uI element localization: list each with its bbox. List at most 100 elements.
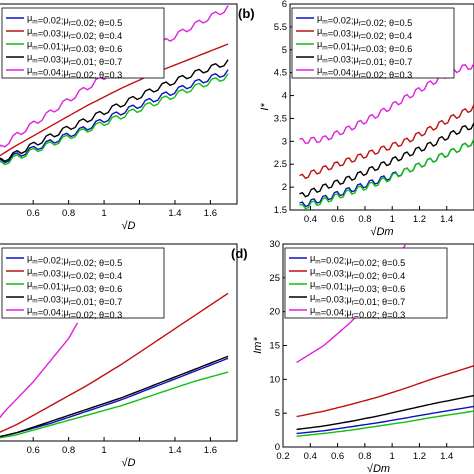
- y-tick-label: 20: [269, 307, 280, 318]
- x-tick-label: 0.2: [276, 451, 289, 462]
- x-axis-label: √D: [122, 457, 136, 469]
- series-line: [299, 138, 474, 210]
- series-line: [0, 43, 229, 157]
- series-line: [296, 410, 474, 437]
- plot-frame: [289, 3, 474, 211]
- legend-entry-label: μm=0.03;μf=0.01; θ=0.7: [317, 52, 412, 67]
- plot-frame: [0, 3, 238, 205]
- legend-entry-label: μm=0.02;μf=0.02; θ=0.5: [27, 253, 122, 268]
- x-tick-label: 0.8: [358, 214, 371, 225]
- y-tick-label: 3: [282, 136, 287, 147]
- chart-panel: 0.6 0.8 1 1.4 1.6√Dμm=0.02;μf=0.02; θ=0.5μm=…: [0, 243, 238, 469]
- legend: μm=0.02;μf=0.02; θ=0.5μm=0.03;μf=0.02; θ…: [1, 7, 165, 80]
- x-tick-label: 1.6: [204, 208, 217, 219]
- x-tick-label: 1.2: [413, 451, 426, 462]
- y-tick-label: 10: [269, 374, 280, 385]
- x-tick-label: 0.4: [304, 451, 317, 462]
- y-tick-label: 2.5: [274, 159, 287, 170]
- legend: μm=0.02;μf=0.02; θ=0.5μm=0.03;μf=0.02; θ…: [291, 7, 455, 80]
- chart-panel: 0.2 0.4 0.6 0.8 1 1.2 1.4 0 5 10 15 20 25 30 √Dm Im* (d)…: [231, 239, 474, 474]
- legend-entry-label: μm=0.01;μf=0.03; θ=0.6: [310, 279, 405, 294]
- y-tick-label: 4: [282, 91, 287, 102]
- x-tick-label: 1.6: [204, 445, 217, 456]
- legend-entry-label: μm=0.03;μf=0.01; θ=0.7: [27, 292, 122, 307]
- x-tick-label: 0.6: [331, 214, 344, 225]
- x-tick-label: 1: [101, 208, 106, 219]
- legend-entry-label: μm=0.01;μf=0.03; θ=0.6: [317, 39, 412, 54]
- y-axis-label: Im*: [252, 337, 264, 354]
- legend-entry-label: μm=0.01;μf=0.03; θ=0.6: [27, 39, 122, 54]
- legend-entry-label: μm=0.03;μf=0.01; θ=0.7: [27, 52, 122, 67]
- legend-entry-label: μm=0.02;μf=0.02; θ=0.5: [317, 13, 412, 28]
- legend-entry-label: μm=0.01;μf=0.03; θ=0.6: [27, 279, 122, 294]
- x-tick-label: 0.6: [27, 208, 40, 219]
- x-tick-label: 1.4: [168, 208, 181, 219]
- x-axis-label: √Dm: [370, 226, 393, 238]
- x-tick-label: 0.8: [62, 208, 75, 219]
- x-tick-label: 1.4: [168, 445, 181, 456]
- legend-entry-label: μm=0.04;μf=0.02; θ=0.3: [310, 305, 405, 320]
- x-tick-label: 1.4: [440, 451, 453, 462]
- series-line: [296, 365, 474, 418]
- x-tick-label: 1.4: [440, 214, 453, 225]
- y-tick-label: 2: [282, 182, 287, 193]
- series-line: [296, 405, 474, 435]
- legend-entry-label: μm=0.04;μf=0.02; θ=0.3: [317, 65, 412, 80]
- legend-entry-label: μm=0.03;μf=0.02; θ=0.4: [310, 266, 405, 281]
- y-tick-label: 4.5: [274, 68, 287, 79]
- legend-entry-label: μm=0.02;μf=0.02; θ=0.5: [310, 253, 405, 268]
- series-line: [0, 59, 229, 163]
- legend-box: [284, 247, 448, 319]
- y-tick-label: 25: [269, 273, 280, 284]
- series-line: [0, 292, 229, 433]
- x-tick-label: 1.2: [413, 214, 426, 225]
- x-axis-label: √D: [122, 220, 136, 232]
- series-line: [0, 69, 229, 164]
- chart-panel: 0.6 0.8 1 1.4 1.6√Dμm=0.02;μf=0.02; θ=0.5μm=…: [0, 3, 238, 232]
- plot-frame: [0, 243, 238, 442]
- y-axis-label: I*: [259, 103, 271, 111]
- series-line: [0, 73, 229, 166]
- y-tick-label: 15: [269, 341, 280, 352]
- legend-entry-label: μm=0.03;μf=0.02; θ=0.4: [27, 26, 122, 41]
- x-tick-label: 0.8: [358, 451, 371, 462]
- legend-entry-label: μm=0.03;μf=0.02; θ=0.4: [317, 26, 412, 41]
- legend-box: [1, 7, 165, 79]
- series-line: [0, 5, 229, 148]
- x-tick-label: 0.6: [27, 445, 40, 456]
- x-tick-label: 1: [101, 445, 106, 456]
- series-line: [299, 104, 474, 180]
- y-tick-label: 3.5: [274, 113, 287, 124]
- y-tick-label: 5.5: [274, 22, 287, 33]
- x-tick-label: 0.6: [331, 451, 344, 462]
- y-tick-label: 5: [282, 45, 287, 56]
- x-tick-label: 1: [389, 451, 394, 462]
- y-tick-label: 5: [275, 408, 280, 419]
- legend: μm=0.02;μf=0.02; θ=0.5μm=0.03;μf=0.02; θ…: [1, 247, 165, 320]
- series-line: [0, 371, 229, 439]
- legend-box: [291, 7, 455, 79]
- legend-entry-label: μm=0.04;μf=0.02; θ=0.3: [27, 65, 122, 80]
- x-tick-label: 0.4: [304, 214, 317, 225]
- series-line: [299, 122, 474, 198]
- legend-entry-label: μm=0.04;μf=0.02; θ=0.3: [27, 305, 122, 320]
- y-tick-label: 6: [282, 0, 287, 10]
- legend: μm=0.02;μf=0.02; θ=0.5μm=0.03;μf=0.02; θ…: [284, 247, 448, 320]
- legend-entry-label: μm=0.02;μf=0.02; θ=0.5: [27, 13, 122, 28]
- x-tick-label: 0.8: [62, 445, 75, 456]
- y-tick-label: 1.5: [274, 205, 287, 216]
- x-axis-label: √Dm: [367, 463, 390, 474]
- y-tick-label: 0: [275, 442, 280, 453]
- series-line: [296, 394, 474, 431]
- legend-entry-label: μm=0.03;μf=0.01; θ=0.7: [310, 292, 405, 307]
- x-tick-label: 1: [390, 214, 395, 225]
- panel-label: (b): [238, 6, 255, 21]
- legend-box: [1, 247, 165, 319]
- series-line: [0, 355, 229, 438]
- chart-panel: 0.4 0.6 0.8 1 1.2 1.4 1.5 2 2.5 3 3.5 4 4.5 5 5.5 6 √Dm I…: [238, 0, 474, 238]
- panel-label: (d): [231, 246, 248, 261]
- legend-entry-label: μm=0.03;μf=0.02; θ=0.4: [27, 266, 122, 281]
- y-tick-label: 30: [269, 239, 280, 250]
- series-line: [0, 322, 79, 419]
